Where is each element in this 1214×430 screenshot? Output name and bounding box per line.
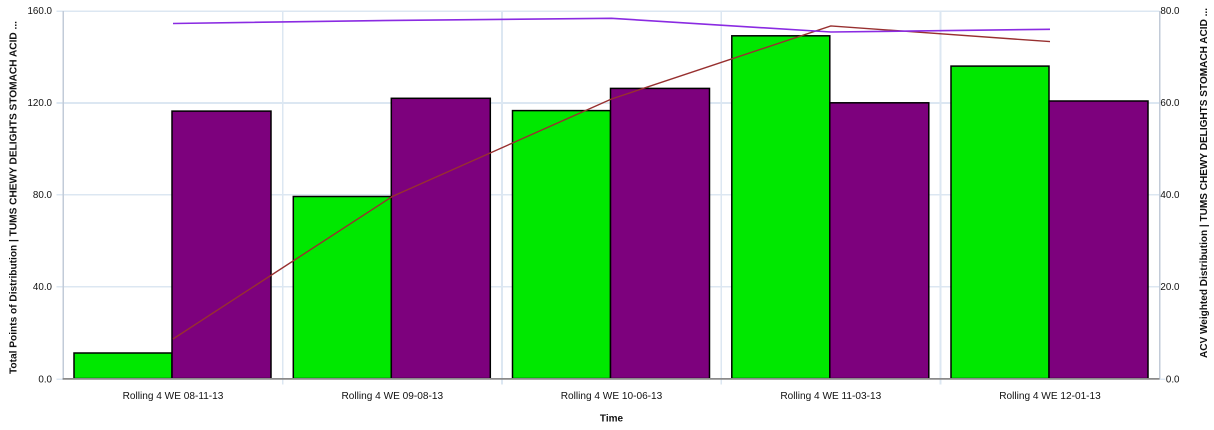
svg-text:0.0: 0.0 [38, 374, 52, 385]
svg-text:160.0: 160.0 [27, 6, 52, 17]
svg-text:Rolling 4 WE 12-01-13: Rolling 4 WE 12-01-13 [999, 391, 1101, 402]
svg-text:Total Points of Distribution |: Total Points of Distribution | TUMS CHEW… [8, 21, 20, 374]
svg-text:40.0: 40.0 [1160, 190, 1180, 201]
svg-text:Rolling 4 WE 10-06-13: Rolling 4 WE 10-06-13 [561, 391, 663, 402]
svg-text:ACV Weighted Distribution | TU: ACV Weighted Distribution | TUMS CHEWY D… [1198, 8, 1210, 358]
svg-text:0.0: 0.0 [1166, 374, 1180, 385]
svg-text:Rolling 4 WE 08-11-13: Rolling 4 WE 08-11-13 [123, 391, 224, 402]
svg-text:80.0: 80.0 [1160, 6, 1180, 17]
svg-text:40.0: 40.0 [33, 282, 53, 293]
svg-text:120.0: 120.0 [27, 98, 52, 109]
svg-text:Time: Time [600, 414, 624, 425]
svg-text:Rolling 4 WE 11-03-13: Rolling 4 WE 11-03-13 [780, 391, 881, 402]
svg-text:Rolling 4 WE 09-08-13: Rolling 4 WE 09-08-13 [342, 391, 444, 402]
svg-text:80.0: 80.0 [33, 190, 53, 201]
svg-text:20.0: 20.0 [1160, 282, 1180, 293]
svg-text:60.0: 60.0 [1160, 98, 1180, 109]
